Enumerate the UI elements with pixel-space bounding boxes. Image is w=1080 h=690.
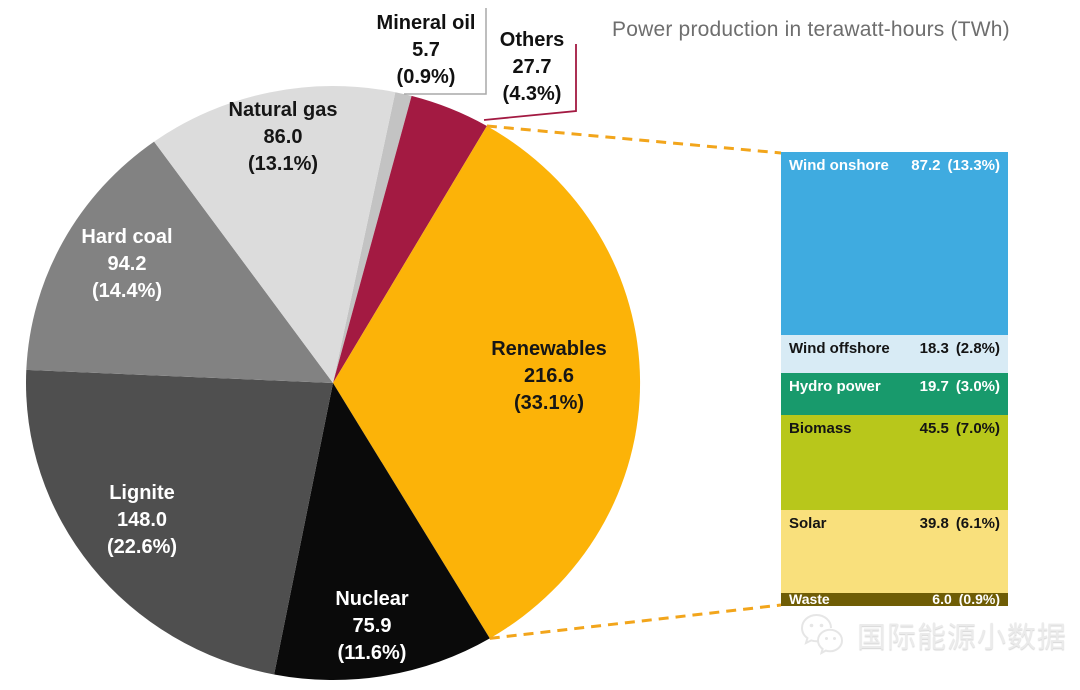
pie-slice-hard-coal xyxy=(26,141,334,383)
pie-label-percent: (0.9%) xyxy=(396,66,456,88)
pie-label-name: Renewables xyxy=(491,338,607,360)
pie-label-name: Others xyxy=(499,29,565,51)
pie-label-percent: (11.6%) xyxy=(337,642,407,664)
bar-segment-values: 45.5 (7.0%) xyxy=(920,420,1000,437)
bar-segment-percent: (6.1%) xyxy=(955,514,1000,532)
pie-label-value: 148.0 xyxy=(116,509,168,531)
pie-slice-renewables xyxy=(333,126,641,639)
bar-segment-value: 6.0 xyxy=(932,591,952,608)
bar-segment-value: 18.3 xyxy=(919,339,949,357)
pie-slice-lignite xyxy=(26,369,334,675)
chart-title: Power production in terawatt-hours (TWh) xyxy=(612,18,1010,41)
bar-segment-hydro-power: Hydro power 19.7 (3.0%) xyxy=(781,373,1008,415)
bar-segment-percent: (3.0%) xyxy=(955,378,1000,396)
pie-label-nuclear: Nuclear 75.9 (11.6%) xyxy=(335,586,408,667)
pie-label-lignite: Lignite 148.0 (22.6%) xyxy=(107,480,177,561)
bar-segment-label: Waste xyxy=(789,591,830,608)
connector-bottom-dashed-line xyxy=(489,603,782,640)
pie-label-name: Natural gas xyxy=(228,99,338,121)
pie-label-name: Mineral oil xyxy=(376,12,476,34)
pie-slice-natural-gas xyxy=(154,86,396,384)
renewables-breakdown-bar: Wind onshore 87.2 (13.3%) Wind offshore 18.3… xyxy=(781,152,1008,606)
bar-segment-waste: Waste 6.0 (0.9%) xyxy=(781,591,1008,608)
watermark-text: 国际能源小数据 xyxy=(857,622,1068,654)
pie-label-renewables: Renewables 216.6 (33.1%) xyxy=(491,336,607,417)
bar-segment-label: Biomass xyxy=(789,419,852,437)
pie-label-others: Others 27.7 (4.3%) xyxy=(500,27,564,108)
bar-segment-values: 19.7 (3.0%) xyxy=(920,378,1000,395)
pie-label-name: Hard coal xyxy=(81,226,173,248)
pie-slice-nuclear xyxy=(274,383,490,681)
pie-label-percent: (33.1%) xyxy=(513,392,585,414)
pie-label-value: 75.9 xyxy=(352,615,392,637)
watermark: 国际能源小数据 xyxy=(796,608,1067,662)
pie-label-value: 216.6 xyxy=(523,365,575,387)
bar-segment-values: 18.3 (2.8%) xyxy=(920,340,1000,357)
pie-slice-mineral-oil xyxy=(333,92,412,383)
bar-segment-label: Wind offshore xyxy=(789,339,890,357)
bar-segment-label: Solar xyxy=(789,514,827,532)
bar-segment-value: 45.5 xyxy=(919,419,949,437)
pie-label-value: 86.0 xyxy=(263,126,303,148)
pie-label-value: 94.2 xyxy=(107,253,147,275)
bar-segment-values: 87.2 (13.3%) xyxy=(911,157,1000,174)
bar-segment-value: 39.8 xyxy=(919,514,949,532)
bar-segment-percent: (7.0%) xyxy=(955,419,1000,437)
leader-line-mineral_oil xyxy=(404,8,487,95)
wechat-logo-icon xyxy=(800,613,844,656)
bar-segment-value: 19.7 xyxy=(919,378,949,396)
bar-segment-percent: (13.3%) xyxy=(947,157,1000,174)
bar-segment-values: 39.8 (6.1%) xyxy=(920,515,1000,532)
pie-label-name: Nuclear xyxy=(335,588,409,610)
leader-line-others xyxy=(483,44,577,121)
pie-label-value: 27.7 xyxy=(512,56,552,78)
pie-label-percent: (14.4%) xyxy=(91,280,163,302)
bar-segment-value: 87.2 xyxy=(911,157,941,174)
bar-segment-wind-onshore: Wind onshore 87.2 (13.3%) xyxy=(781,152,1008,335)
pie-slice-others xyxy=(333,95,487,384)
pie-label-natural-gas: Natural gas 86.0 (13.1%) xyxy=(229,97,338,178)
pie-label-hard-coal: Hard coal 94.2 (14.4%) xyxy=(81,224,172,305)
pie-label-name: Lignite xyxy=(109,482,175,504)
bar-segment-wind-offshore: Wind offshore 18.3 (2.8%) xyxy=(781,334,1008,374)
bar-segment-percent: (0.9%) xyxy=(958,591,1000,608)
bar-segment-label: Wind onshore xyxy=(789,157,889,174)
pie-label-percent: (22.6%) xyxy=(106,536,178,558)
bar-segment-values: 6.0 (0.9%) xyxy=(932,591,1000,608)
pie-label-mineral-oil: Mineral oil 5.7 (0.9%) xyxy=(377,10,476,91)
connector-top-dashed-line xyxy=(486,124,782,155)
pie-label-percent: (4.3%) xyxy=(502,83,562,105)
bar-segment-solar: Solar 39.8 (6.1%) xyxy=(781,509,1008,594)
bar-segment-biomass: Biomass 45.5 (7.0%) xyxy=(781,414,1008,510)
bar-segment-percent: (2.8%) xyxy=(955,339,1000,357)
pie-label-percent: (13.1%) xyxy=(247,153,319,175)
pie-label-value: 5.7 xyxy=(412,39,440,61)
bar-segment-label: Hydro power xyxy=(789,378,881,396)
